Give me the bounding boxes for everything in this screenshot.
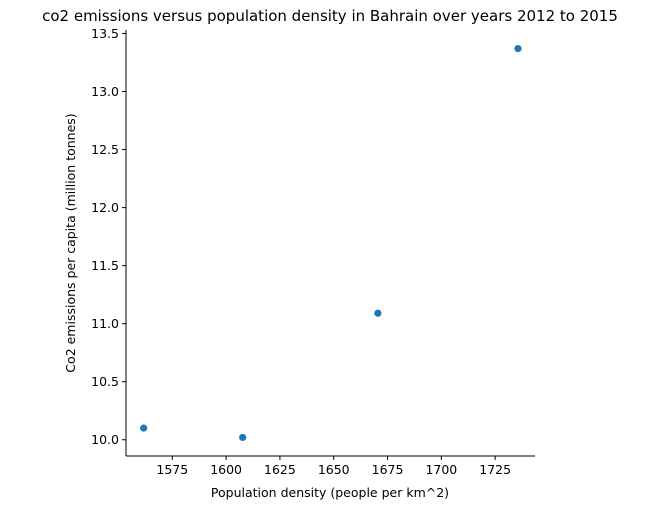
y-tick-label: 10.0 <box>91 432 119 447</box>
y-tick-label: 13.0 <box>91 84 119 99</box>
x-tick-label: 1725 <box>479 462 511 477</box>
y-tick-label: 13.5 <box>91 26 119 41</box>
y-axis-label: Co2 emissions per capita (million tonnes… <box>63 113 78 372</box>
y-tick-label: 11.0 <box>91 316 119 331</box>
y-ticks: 10.0 10.5 11.0 11.5 12.0 12.5 13.0 13.5 <box>91 26 126 447</box>
y-tick-label: 10.5 <box>91 374 119 389</box>
x-axis-label: Population density (people per km^2) <box>211 485 449 500</box>
x-tick-label: 1575 <box>156 462 188 477</box>
data-point <box>514 44 522 53</box>
y-tick-label: 12.5 <box>91 142 119 157</box>
data-point <box>140 424 148 432</box>
data-point <box>374 309 382 317</box>
y-tick-label: 12.0 <box>91 200 119 215</box>
chart-title: co2 emissions versus population density … <box>42 7 618 25</box>
x-tick-label: 1625 <box>264 462 296 477</box>
x-ticks: 1575 1600 1625 1650 1675 1700 1725 <box>156 456 511 477</box>
data-point <box>239 433 247 442</box>
x-tick-label: 1650 <box>318 462 350 477</box>
x-tick-label: 1600 <box>210 462 242 477</box>
y-tick-label: 11.5 <box>91 258 119 273</box>
x-tick-label: 1700 <box>425 462 457 477</box>
data-points <box>140 44 522 442</box>
x-tick-label: 1675 <box>372 462 404 477</box>
